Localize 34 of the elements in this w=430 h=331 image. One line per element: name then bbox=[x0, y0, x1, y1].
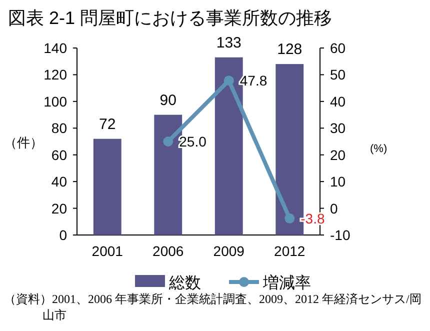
x-tick-label: 2009 bbox=[213, 243, 245, 259]
y2-tick-label: 0 bbox=[330, 200, 338, 216]
y-tick-label: 80 bbox=[51, 120, 68, 136]
data-label: 90 bbox=[160, 92, 176, 109]
data-label: 133 bbox=[216, 34, 242, 52]
point bbox=[284, 213, 295, 224]
chart-title: 図表 2-1 問屋町における事業所数の推移 bbox=[8, 8, 332, 28]
y-axis-title: （件） bbox=[4, 135, 43, 150]
data-label: 128 bbox=[277, 41, 302, 58]
y-tick-label: 0 bbox=[59, 227, 68, 243]
data-label: 72 bbox=[99, 116, 116, 133]
y-tick-label: 40 bbox=[51, 174, 68, 190]
x-tick-label: 2012 bbox=[274, 243, 306, 259]
point bbox=[163, 136, 174, 146]
y2-tick-label: 50 bbox=[330, 66, 346, 83]
bar bbox=[93, 138, 122, 235]
y2-tick-label: 40 bbox=[330, 93, 346, 110]
point bbox=[224, 76, 234, 86]
y-tick-label: 60 bbox=[51, 146, 68, 163]
y-tick-label: 140 bbox=[44, 40, 68, 56]
y2-tick-label: 60 bbox=[330, 40, 346, 56]
x-tick-label: 2006 bbox=[152, 243, 184, 259]
y2-tick-label: 30 bbox=[330, 120, 346, 136]
legend-label: 増減率 bbox=[262, 274, 311, 292]
y-tick-label: 100 bbox=[44, 93, 68, 110]
legend-label: 総数 bbox=[168, 275, 201, 292]
text: （資料）2001、2006 年事業所・企業統計調査、2009、2012 年経済センサス/岡山市 bbox=[4, 291, 422, 323]
x-tick-label: 2001 bbox=[92, 243, 124, 259]
y-tick-label: 20 bbox=[51, 200, 68, 216]
y-tick-label: 120 bbox=[44, 66, 68, 83]
y2-tick-label: 10 bbox=[330, 174, 346, 190]
y2-tick-label: -10 bbox=[330, 227, 350, 243]
y2-tick-label: 20 bbox=[330, 146, 346, 163]
y2-axis-title: (%) bbox=[370, 143, 388, 155]
